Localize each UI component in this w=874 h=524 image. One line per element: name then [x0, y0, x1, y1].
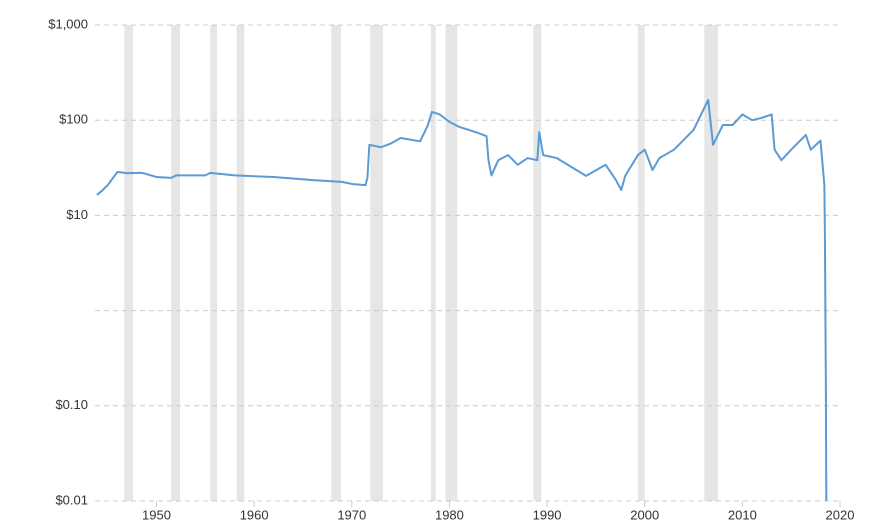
- recession-band: [210, 25, 218, 501]
- recession-band: [533, 25, 542, 501]
- x-tick-label: 1960: [240, 507, 269, 522]
- y-tick-label: $0.10: [55, 397, 88, 412]
- y-tick-label: $1,000: [48, 16, 88, 31]
- price-line: [96, 98, 828, 502]
- recession-band: [236, 25, 245, 501]
- x-tick-label: 2000: [630, 507, 659, 522]
- recession-band: [445, 25, 458, 501]
- recession-band: [637, 25, 645, 501]
- x-tick-label: 2010: [728, 507, 757, 522]
- y-tick-label: $0.01: [55, 492, 88, 507]
- recession-band: [124, 25, 134, 501]
- recession-band: [331, 25, 342, 501]
- recession-band: [430, 25, 436, 501]
- x-tick-label: 1950: [142, 507, 171, 522]
- recession-band: [370, 25, 384, 501]
- y-tick-label: $10: [66, 207, 88, 222]
- y-tick-label: $100: [59, 112, 88, 127]
- x-tick-label: 1980: [435, 507, 464, 522]
- x-tick-label: 1970: [337, 507, 366, 522]
- x-tick-label: 1990: [533, 507, 562, 522]
- x-tick-label: 2020: [826, 507, 855, 522]
- recession-band: [704, 25, 718, 501]
- recession-band: [171, 25, 180, 501]
